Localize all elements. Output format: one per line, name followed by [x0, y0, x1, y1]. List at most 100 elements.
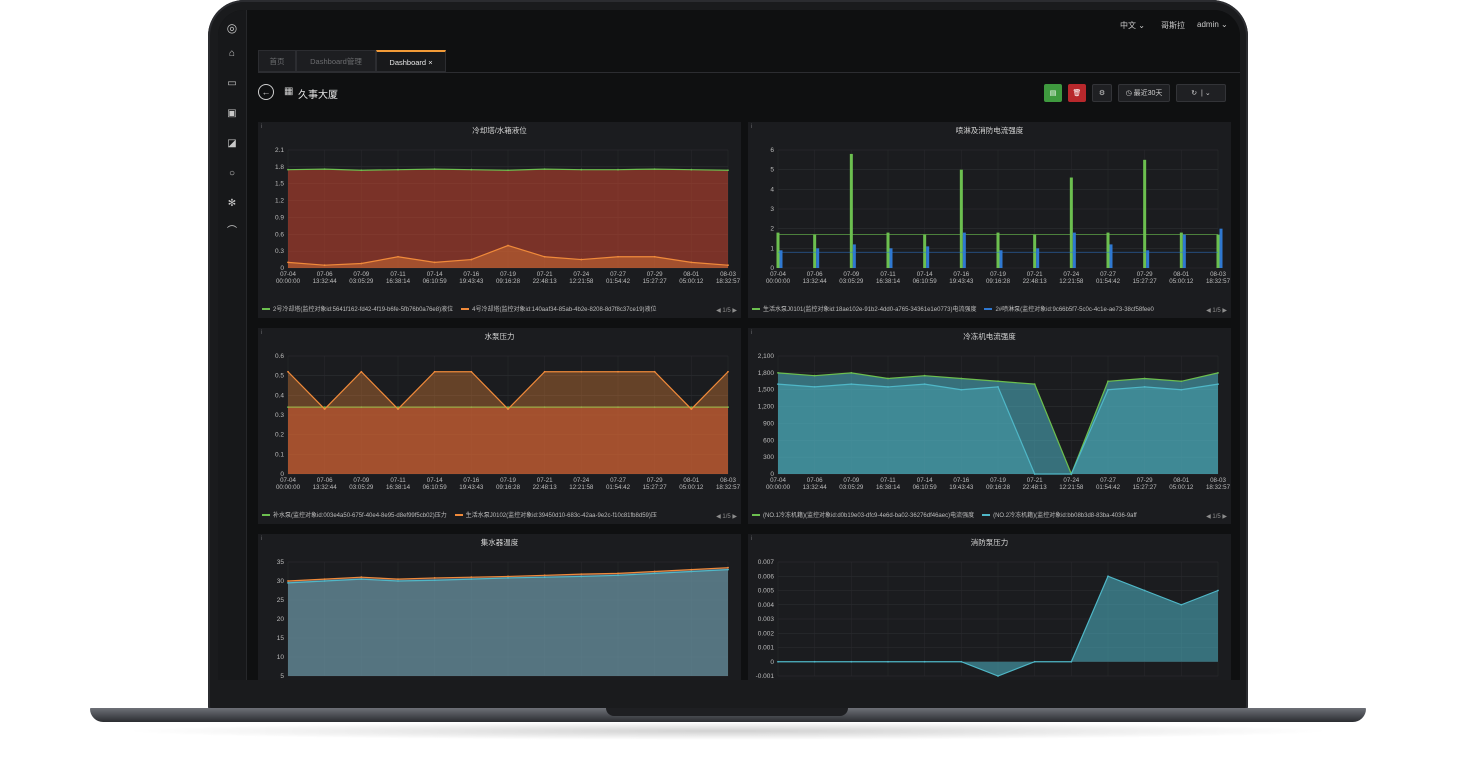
legend-entry[interactable]: 2号冷却塔(监控对象id:5641f162-fd42-4f19-b6fe-5fb… — [262, 307, 453, 313]
collapse-icon[interactable]: ⌒ — [227, 226, 237, 237]
data-point — [397, 578, 399, 580]
panel-menu-icon[interactable]: i — [261, 536, 263, 542]
x-tick-label: 13:32:44 — [803, 278, 828, 285]
x-tick-label: 18:32:57 — [1206, 278, 1231, 285]
legend-pager[interactable]: ◀ 1/5 ▶ — [716, 514, 737, 520]
y-tick-label: 0.003 — [758, 616, 775, 623]
time-range-button[interactable]: ◷ 最近30天 — [1118, 84, 1170, 102]
panel-menu-icon[interactable]: i — [751, 536, 753, 542]
export-button[interactable]: ▤ — [1044, 84, 1062, 102]
data-point — [580, 406, 583, 409]
data-point — [1070, 660, 1073, 663]
data-point — [470, 576, 473, 579]
data-point — [1217, 383, 1219, 385]
refresh-button[interactable]: ↻ | ⌄ — [1176, 84, 1226, 102]
x-tick-label: 19:43:43 — [459, 484, 484, 491]
legend-entry[interactable]: (NO.1冷冻机籍)(监控对象id:d0b19e03-dfc9-4e6d-ba0… — [752, 513, 974, 519]
data-point — [690, 168, 693, 171]
settings-button[interactable]: ⚙ — [1092, 84, 1112, 102]
y-tick-label: 1.8 — [275, 164, 284, 171]
delete-button[interactable]: 🗑 — [1068, 84, 1086, 102]
legend-label: 生活水泵J0101(监控对象id:18ae102e-91b2-4dd0-a765… — [763, 307, 977, 313]
legend-pager[interactable]: ◀ 1/5 ▶ — [1206, 308, 1227, 314]
dashboard-icon[interactable]: ▣ — [227, 108, 237, 119]
y-tick-label: 1,800 — [758, 370, 775, 377]
legend-pager[interactable]: ◀ 1/5 ▶ — [716, 308, 737, 314]
x-tick-label: 07-16 — [953, 271, 969, 278]
data-point — [690, 406, 693, 409]
x-tick-label: 08-01 — [1173, 271, 1189, 278]
legend-label: (NO.2冷冻机籍)(监控对象id:bb08b3d8-83ba-4036-9af… — [993, 513, 1137, 519]
data-point — [360, 169, 363, 172]
x-tick-label: 15:27:27 — [643, 278, 668, 285]
monitor-icon[interactable]: ▭ — [227, 78, 237, 89]
panel-menu-icon[interactable]: i — [261, 124, 263, 130]
tab-dashboard[interactable]: Dashboard × — [376, 50, 446, 72]
data-point — [653, 570, 656, 573]
data-point — [507, 244, 509, 247]
x-tick-label: 16:38:14 — [386, 278, 411, 285]
org-name[interactable]: 哥斯拉 — [1161, 21, 1185, 30]
y-tick-label: 2 — [770, 226, 774, 233]
legend-swatch — [984, 308, 993, 311]
chart-panel-sprinkler-current: i 喷淋及消防电流强度 6 5 4 3 2 1 0 07-04 00:00:00 07-06 13:… — [748, 122, 1231, 318]
legend-swatch — [461, 308, 470, 311]
legend-entry[interactable]: 4号冷却塔(监控对象id:140aaf34-85ab-4b2e-8208-8d7… — [461, 307, 657, 313]
legend-label: 2#喷淋泵(监控对象id:9c66b5f7-5c0c-4c1e-ae73-38c… — [995, 307, 1154, 313]
y-tick-label: 0.2 — [275, 432, 284, 439]
y-tick-label: 0.6 — [275, 231, 284, 238]
legend-entry[interactable]: 补水泵(监控对象id:003e4a50-675f-40e4-8e95-d8ef9… — [262, 513, 447, 519]
back-icon[interactable]: ← — [258, 84, 274, 100]
x-tick-label: 01:54:42 — [1096, 484, 1121, 491]
data-point — [580, 370, 583, 373]
panel-menu-icon[interactable]: i — [261, 330, 263, 336]
x-tick-label: 07-09 — [843, 271, 859, 278]
data-point — [1107, 575, 1109, 578]
alarm-icon[interactable]: ○ — [228, 168, 236, 179]
bar — [1219, 228, 1223, 268]
screen: ◎ ⌂ ▭ ▣ ◪ ○ ✻ ⌒ 中文 ⌄ 哥斯拉 admin ⌄ 首页 Dash… — [218, 10, 1240, 680]
tab-home[interactable]: 首页 — [258, 50, 296, 72]
x-tick-label: 07-29 — [1137, 477, 1153, 484]
data-point — [470, 578, 473, 580]
tab-dashboard-manage[interactable]: Dashboard管理 — [296, 50, 376, 72]
x-tick-label: 16:38:14 — [876, 278, 901, 285]
data-point — [470, 168, 473, 171]
chart-icon[interactable]: ◪ — [227, 138, 237, 149]
data-point — [397, 168, 399, 171]
data-point — [433, 370, 436, 373]
x-tick-label: 08-03 — [1210, 477, 1226, 484]
legend-pager[interactable]: ◀ 1/5 ▶ — [1206, 514, 1227, 520]
legend-entry[interactable]: 生活水泵J0102(监控对象id:39450d10-683c-42aa-9e2c… — [454, 513, 657, 519]
user-menu[interactable]: admin ⌄ — [1197, 20, 1228, 29]
y-tick-label: 10 — [277, 654, 285, 661]
legend-entry[interactable]: 生活水泵J0101(监控对象id:18ae102e-91b2-4dd0-a765… — [752, 307, 976, 313]
panel-menu-icon[interactable]: i — [751, 124, 753, 130]
y-tick-label: 0.006 — [758, 573, 775, 580]
language-select[interactable]: 中文 ⌄ — [1120, 21, 1145, 30]
x-tick-label: 12:21:58 — [1059, 484, 1084, 491]
gear-icon[interactable]: ✻ — [227, 198, 237, 209]
legend-swatch — [262, 514, 270, 517]
y-tick-label: 1,200 — [758, 404, 775, 411]
clock-icon: ◷ — [1125, 90, 1132, 97]
x-tick-label: 07-21 — [537, 271, 553, 278]
bar — [1216, 234, 1220, 268]
home-icon[interactable]: ⌂ — [228, 48, 236, 59]
bar — [779, 250, 783, 268]
close-icon[interactable]: × — [428, 58, 433, 67]
series-area — [288, 169, 728, 268]
data-point — [997, 386, 999, 388]
x-tick-label: 07-24 — [1063, 271, 1079, 278]
x-tick-label: 06:10:59 — [423, 278, 448, 285]
bar — [959, 169, 963, 268]
panel-menu-icon[interactable]: i — [751, 330, 753, 336]
y-tick-label: 0.001 — [758, 645, 775, 652]
x-tick-label: 13:32:44 — [313, 484, 338, 491]
legend-entry[interactable]: 2#喷淋泵(监控对象id:9c66b5f7-5c0c-4c1e-ae73-38c… — [984, 307, 1154, 313]
x-tick-label: 07-06 — [807, 477, 823, 484]
data-point — [850, 371, 853, 374]
legend-entry[interactable]: (NO.2冷冻机籍)(监控对象id:bb08b3d8-83ba-4036-9af… — [982, 513, 1137, 519]
data-point — [397, 408, 399, 410]
